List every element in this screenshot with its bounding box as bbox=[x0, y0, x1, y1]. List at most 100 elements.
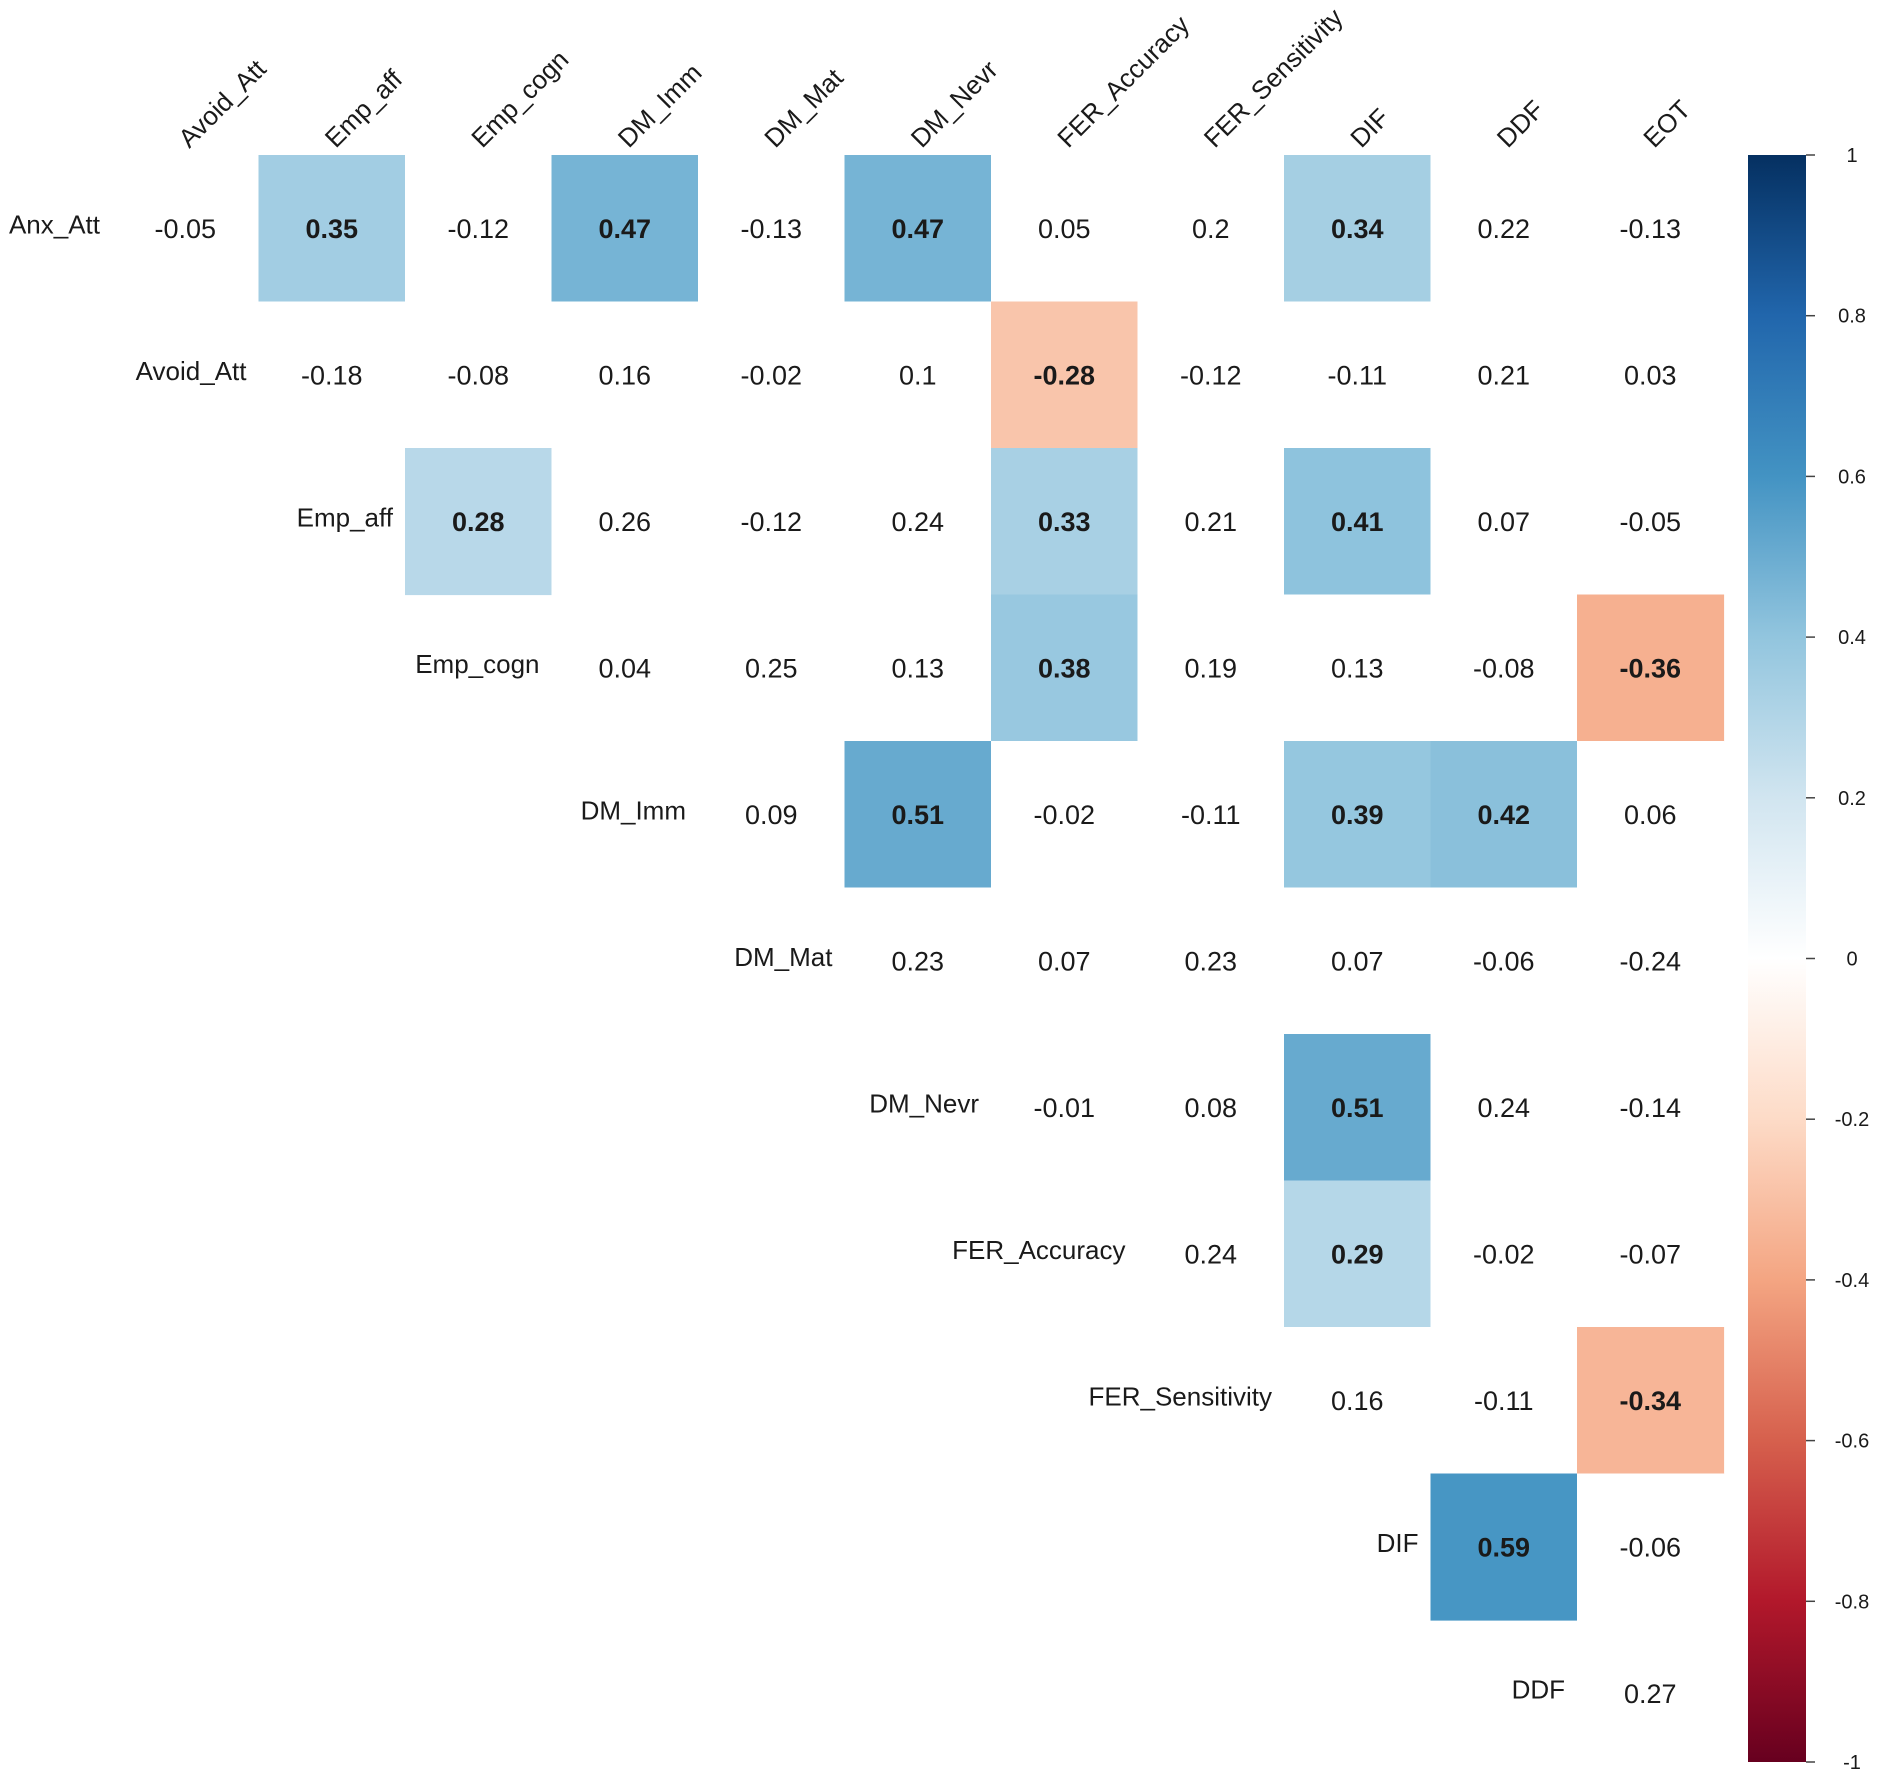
col-label-Emp_aff: Emp_aff bbox=[319, 63, 409, 153]
cell-value-label: 0.51 bbox=[891, 800, 944, 830]
heatmap-cell-DM_Imm-EOT bbox=[1577, 741, 1725, 889]
col-label-DM_Mat: DM_Mat bbox=[758, 62, 849, 153]
heatmap-cell-DM_Mat-DDF bbox=[1430, 887, 1578, 1035]
heatmap-cell-DM_Nevr-EOT bbox=[1577, 1034, 1725, 1182]
heatmap-cell-Avoid_Att-DM_Mat bbox=[698, 301, 846, 449]
heatmap-cell-FER_Sensitivity-DIF bbox=[1284, 1327, 1432, 1475]
cell-value-label: 0.19 bbox=[1184, 653, 1237, 683]
heatmap-cell-DM_Nevr-DDF bbox=[1430, 1034, 1578, 1182]
heatmap-cell-Emp_aff-FER_Accuracy bbox=[991, 448, 1139, 596]
cell-value-label: 0.07 bbox=[1331, 946, 1384, 976]
heatmap-cell-Anx_Att-DDF bbox=[1430, 155, 1578, 303]
cell-value-label: 0.24 bbox=[891, 507, 944, 537]
cell-value-label: -0.11 bbox=[1181, 800, 1241, 830]
heatmap-cell-Avoid_Att-DM_Nevr bbox=[844, 301, 992, 449]
cell-value-label: -0.34 bbox=[1619, 1386, 1681, 1416]
cell-value-label: 0.2 bbox=[1192, 214, 1230, 244]
heatmap-cell-Anx_Att-DIF bbox=[1284, 155, 1432, 303]
heatmap-cell-Emp_cogn-FER_Sensitivity bbox=[1137, 594, 1285, 742]
heatmap-cell-Anx_Att-DM_Imm bbox=[551, 155, 699, 303]
cell-value-label: 0.42 bbox=[1477, 800, 1530, 830]
row-label-FER_Accuracy: FER_Accuracy bbox=[952, 1235, 1125, 1265]
heatmap-cell-Avoid_Att-EOT bbox=[1577, 301, 1725, 449]
heatmap-cell-DM_Imm-FER_Sensitivity bbox=[1137, 741, 1285, 889]
cell-value-label: -0.11 bbox=[1327, 360, 1387, 390]
cell-value-label: -0.36 bbox=[1619, 653, 1681, 683]
heatmap-cell-DDF-EOT bbox=[1577, 1620, 1725, 1768]
cell-value-label: -0.08 bbox=[447, 360, 509, 390]
heatmap-cell-DM_Imm-DDF bbox=[1430, 741, 1578, 889]
heatmap-cell-DM_Nevr-FER_Accuracy bbox=[991, 1034, 1139, 1182]
cell-value-label: -0.07 bbox=[1619, 1239, 1681, 1269]
colorbar-gradient bbox=[1748, 155, 1806, 1762]
cell-value-label: -0.01 bbox=[1033, 1093, 1095, 1123]
heatmap-cell-FER_Sensitivity-EOT bbox=[1577, 1327, 1725, 1475]
column-labels: Avoid_Att Emp_aff Emp_cogn DM_Imm DM_Mat DM_N… bbox=[172, 2, 1696, 153]
heatmap-cell-Emp_cogn-DM_Imm bbox=[551, 594, 699, 742]
heatmap-cell-Emp_aff-Emp_cogn bbox=[405, 448, 553, 596]
cell-value-label: 0.06 bbox=[1624, 800, 1677, 830]
heatmap-cell-Emp_cogn-FER_Accuracy bbox=[991, 594, 1139, 742]
heatmap-cell-Avoid_Att-DDF bbox=[1430, 301, 1578, 449]
heatmap-cell-Emp_aff-DM_Nevr bbox=[844, 448, 992, 596]
cell-value-label: 0.59 bbox=[1477, 1532, 1530, 1562]
cell-value-label: -0.13 bbox=[1619, 214, 1681, 244]
cell-value-label: 0.34 bbox=[1331, 214, 1384, 244]
heatmap-cell-Emp_cogn-EOT bbox=[1577, 594, 1725, 742]
cell-value-label: -0.02 bbox=[740, 360, 802, 390]
heatmap-cell-Anx_Att-DM_Mat bbox=[698, 155, 846, 303]
heatmap-cell-Avoid_Att-Emp_cogn bbox=[405, 301, 553, 449]
heatmap-cell-Avoid_Att-Emp_aff bbox=[258, 301, 406, 449]
heatmap-cell-Emp_cogn-DDF bbox=[1430, 594, 1578, 742]
heatmap-cell-DM_Nevr-FER_Sensitivity bbox=[1137, 1034, 1285, 1182]
colorbar-tick-label: -0.8 bbox=[1835, 1591, 1869, 1613]
cell-value-label: 0.16 bbox=[598, 360, 651, 390]
cell-value-label: -0.24 bbox=[1619, 946, 1681, 976]
cell-value-label: 0.13 bbox=[1331, 653, 1384, 683]
cell-value-label: -0.14 bbox=[1619, 1093, 1681, 1123]
heatmap-cell-FER_Accuracy-DIF bbox=[1284, 1180, 1432, 1328]
col-label-DM_Nevr: DM_Nevr bbox=[905, 54, 1004, 153]
heatmap-cell-DM_Mat-DIF bbox=[1284, 887, 1432, 1035]
heatmap-cell-FER_Accuracy-EOT bbox=[1577, 1180, 1725, 1328]
colorbar: 1 0.8 0.6 0.4 0.2 0 -0.2 -0.4 -0.6 -0.8 -1 bbox=[1748, 145, 1869, 1774]
cell-value-label: 0.27 bbox=[1624, 1679, 1677, 1709]
cell-value-label: 0.08 bbox=[1184, 1093, 1237, 1123]
heatmap-cell-Anx_Att-DM_Nevr bbox=[844, 155, 992, 303]
cell-value-label: 0.1 bbox=[899, 360, 937, 390]
row-labels: Anx_Att Avoid_Att Emp_aff Emp_cogn DM_Imm DM_… bbox=[9, 209, 1565, 1704]
heatmap-cell-Anx_Att-Emp_cogn bbox=[405, 155, 553, 303]
col-label-DM_Imm: DM_Imm bbox=[612, 57, 708, 153]
cell-value-label: 0.29 bbox=[1331, 1239, 1384, 1269]
col-label-FER_Sensitivity: FER_Sensitivity bbox=[1198, 2, 1349, 153]
cell-value-label: 0.07 bbox=[1038, 946, 1091, 976]
heatmap-cell-Anx_Att-Avoid_Att bbox=[112, 155, 260, 303]
heatmap-cell-Anx_Att-FER_Sensitivity bbox=[1137, 155, 1285, 303]
cell-value-label: -0.06 bbox=[1619, 1532, 1681, 1562]
heatmap-cell-Avoid_Att-FER_Accuracy bbox=[991, 301, 1139, 449]
cell-value-label: -0.12 bbox=[447, 214, 509, 244]
cell-value-label: 0.26 bbox=[598, 507, 651, 537]
cell-value-label: 0.39 bbox=[1331, 800, 1384, 830]
heatmap-cell-Emp_aff-DDF bbox=[1430, 448, 1578, 596]
cell-value-label: 0.47 bbox=[598, 214, 651, 244]
cell-value-label: 0.47 bbox=[891, 214, 944, 244]
heatmap-cell-FER_Sensitivity-DDF bbox=[1430, 1327, 1578, 1475]
heatmap-cell-Emp_aff-EOT bbox=[1577, 448, 1725, 596]
cell-value-label: 0.35 bbox=[305, 214, 358, 244]
colorbar-tick-label: 0.2 bbox=[1838, 788, 1866, 810]
row-label-DDF: DDF bbox=[1512, 1674, 1565, 1704]
row-label-Emp_cogn: Emp_cogn bbox=[415, 649, 539, 679]
cell-value-label: 0.03 bbox=[1624, 360, 1677, 390]
row-label-DM_Nevr: DM_Nevr bbox=[869, 1088, 979, 1118]
heatmap-cell-DM_Nevr-DIF bbox=[1284, 1034, 1432, 1182]
colorbar-tick-label: -0.4 bbox=[1835, 1270, 1869, 1292]
cell-value-label: -0.13 bbox=[740, 214, 802, 244]
colorbar-tick-label: 1 bbox=[1846, 145, 1857, 167]
colorbar-tick-label: 0.4 bbox=[1838, 627, 1866, 649]
heatmap-cell-Avoid_Att-FER_Sensitivity bbox=[1137, 301, 1285, 449]
cell-value-label: 0.16 bbox=[1331, 1386, 1384, 1416]
colorbar-tick-label: -1 bbox=[1843, 1752, 1861, 1774]
col-label-DDF: DDF bbox=[1491, 94, 1550, 153]
